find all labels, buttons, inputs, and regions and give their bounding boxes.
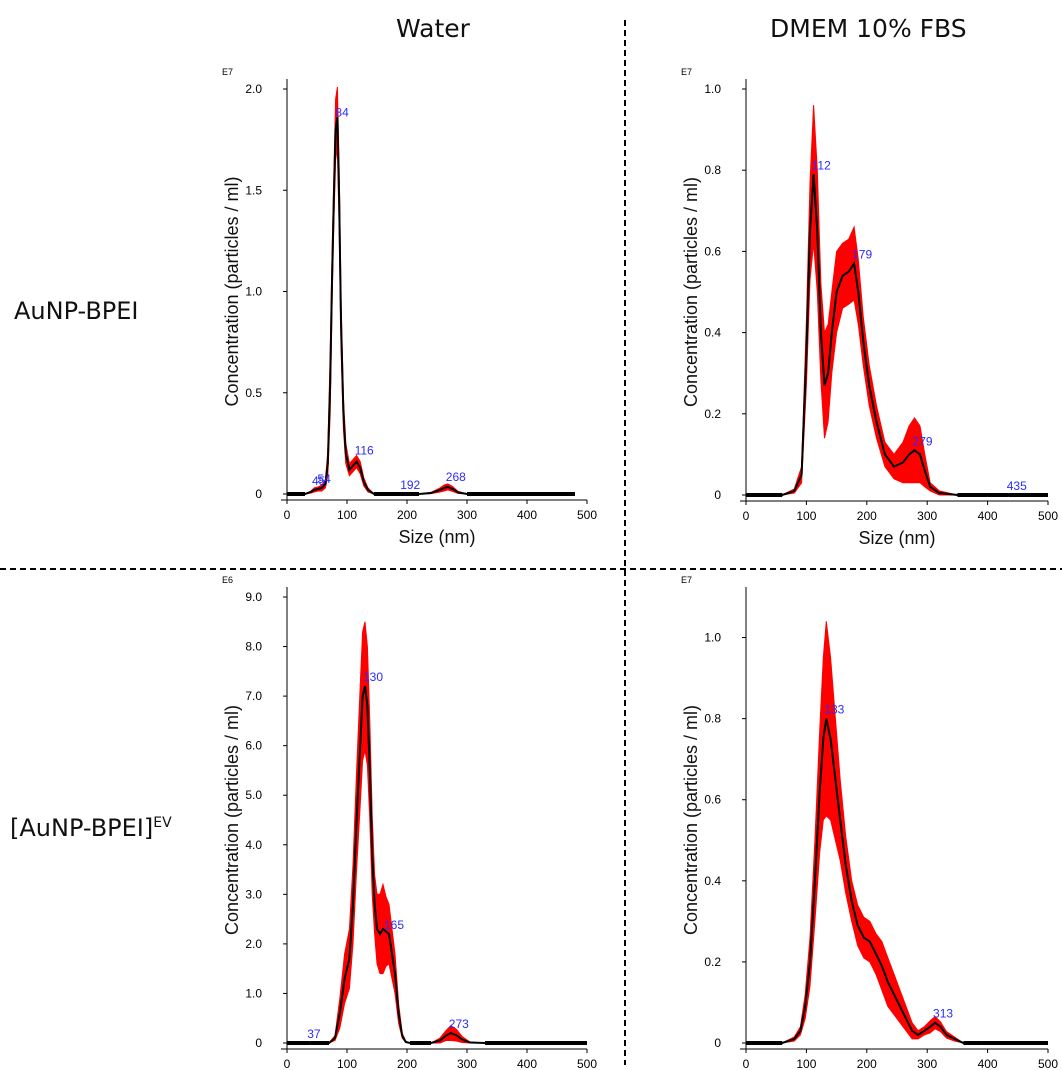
y-axis-title: Concentration (particles / ml) [222,705,242,935]
error-band [287,86,575,495]
error-band [746,105,1048,496]
peak-label: 268 [446,470,466,484]
y-tick-label: 1.0 [704,82,721,96]
peak-label: 313 [933,1007,953,1021]
y-axis-title: Concentration (particles / ml) [681,177,701,407]
scale-factor-label: E7 [681,67,692,77]
peak-label: 165 [384,918,404,932]
y-axis-title: Concentration (particles / ml) [681,705,701,935]
row-label-aunp-bpei-ev: [AuNP-BPEI]EV [10,814,172,842]
scale-factor-label: E7 [222,67,233,77]
peak-label: 84 [335,105,349,119]
mean-line [287,117,575,495]
x-tick-label: 0 [743,1057,750,1070]
x-tick-label: 0 [284,1057,291,1070]
y-tick-label: 0.6 [704,244,721,258]
mean-line [746,174,1048,496]
y-tick-label: 0 [255,487,262,501]
peak-label: 179 [852,248,872,262]
x-tick-label: 500 [1038,509,1058,523]
x-tick-label: 300 [917,1057,937,1070]
row-label-text: AuNP-BPEI [14,297,139,325]
y-tick-label: 0.8 [704,712,721,726]
y-tick-label: 1.0 [245,285,262,299]
peak-label: 54 [317,472,331,486]
x-tick-label: 100 [337,508,357,522]
x-tick-label: 200 [857,1057,877,1070]
x-tick-label: 500 [1038,1057,1058,1070]
row-label-superscript: EV [153,815,172,831]
y-tick-label: 0.4 [704,874,721,888]
x-tick-label: 500 [577,508,597,522]
mean-line [746,718,1048,1044]
y-tick-label: 8.0 [245,640,262,654]
y-tick-label: 0 [714,488,721,502]
y-tick-label: 0.2 [704,407,721,421]
x-tick-label: 0 [743,509,750,523]
y-tick-label: 4.0 [245,838,262,852]
peak-label: 279 [913,434,933,448]
y-tick-label: 3.0 [245,887,262,901]
mean-line [287,685,587,1044]
x-tick-label: 400 [978,1057,998,1070]
peak-label: 192 [400,478,420,492]
row-label-aunp-bpei: AuNP-BPEI [14,297,139,325]
y-tick-label: 2.0 [245,82,262,96]
x-tick-label: 200 [397,1057,417,1070]
x-tick-label: 200 [857,509,877,523]
y-tick-label: 0.6 [704,793,721,807]
y-tick-label: 0.2 [704,955,721,969]
y-tick-label: 0.8 [704,163,721,177]
scale-factor-label: E6 [222,575,233,585]
y-tick-label: 0.5 [245,386,262,400]
error-band [287,621,587,1044]
x-tick-label: 100 [337,1057,357,1070]
peak-label: 37 [307,1027,321,1041]
y-tick-label: 0.4 [704,326,721,340]
peak-label: 273 [449,1017,469,1031]
column-title-water: Water [396,14,470,43]
peak-label: 435 [1007,479,1027,493]
peak-label: 45 [312,474,326,488]
y-tick-label: 2.0 [245,937,262,951]
x-tick-label: 400 [517,1057,537,1070]
y-tick-label: 9.0 [245,590,262,604]
chart-panel-1: 0 100 200 300 400 500 0 0.5 1.0 1.5 2.0 E7 Size (nm)… [222,67,597,547]
x-tick-label: 500 [577,1057,597,1070]
peak-label: 112 [812,158,831,172]
y-tick-label: 1.0 [704,631,721,645]
y-tick-label: 0 [714,1036,721,1050]
x-tick-label: 200 [397,508,417,522]
x-tick-label: 100 [796,509,816,523]
y-tick-label: 0 [255,1036,262,1050]
x-tick-label: 0 [284,508,291,522]
y-axis-title: Concentration (particles / ml) [222,176,242,406]
x-tick-label: 400 [978,509,998,523]
x-tick-label: 300 [457,1057,477,1070]
x-tick-label: 300 [917,509,937,523]
peak-label: 116 [355,444,374,458]
y-tick-label: 1.0 [245,986,262,1000]
x-tick-label: 100 [796,1057,816,1070]
x-axis-title: Size (nm) [858,528,935,548]
error-band [746,621,1048,1044]
y-tick-label: 1.5 [245,183,262,197]
chart-panel-2: 0 100 200 300 400 500 0 0.2 0.4 0.6 0.8 1.0 E7 Size (… [681,67,1058,548]
peak-label: 133 [824,703,844,717]
y-tick-label: 6.0 [245,739,262,753]
x-tick-label: 300 [457,508,477,522]
y-tick-label: 5.0 [245,788,262,802]
x-tick-label: 400 [517,508,537,522]
row-label-text: [AuNP-BPEI] [10,814,154,842]
chart-panel-3: 0 100 200 300 400 500 0 1.0 2.0 3.0 4.0 5.0 6.0 7.0 8.… [222,575,597,1070]
y-tick-label: 7.0 [245,689,262,703]
column-title-dmem: DMEM 10% FBS [770,14,967,43]
x-axis-title: Size (nm) [398,527,475,547]
peak-label: 130 [363,670,383,684]
scale-factor-label: E7 [681,575,692,585]
